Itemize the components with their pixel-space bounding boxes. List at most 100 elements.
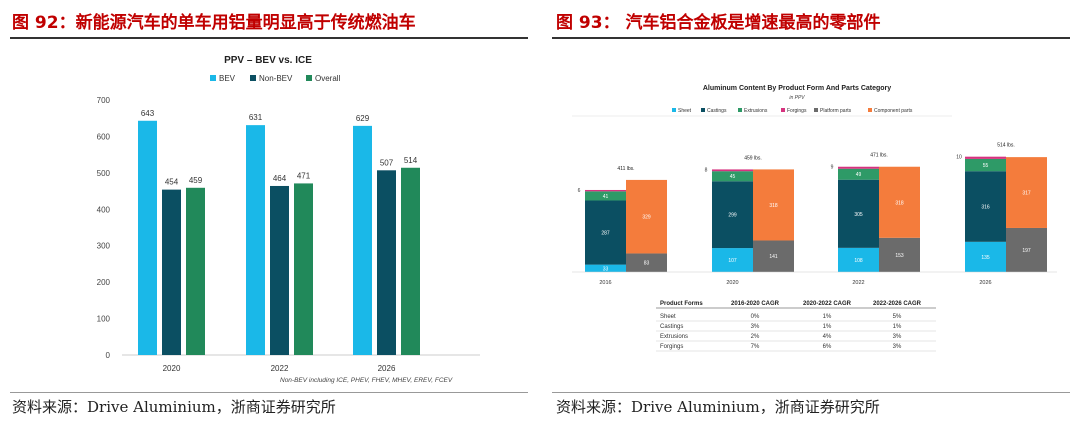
stack-component-parts-2020	[753, 169, 794, 241]
bar-value-label: 631	[249, 113, 263, 122]
bar-non-bev-2022	[270, 185, 289, 355]
legend-label: Sheet	[678, 108, 692, 114]
right-chart-bars: 33 287 41 6 83 329 411 lbs. 2016 107 299 45 8 141 318…	[572, 143, 1057, 286]
segment-value-label: 9	[831, 165, 834, 171]
right-chart-subtitle: in PPV	[789, 95, 805, 101]
table-cell: Forgings	[660, 344, 683, 350]
legend-label: Castings	[707, 108, 727, 114]
table-cell: 5%	[893, 314, 902, 320]
bar-bev-2022	[246, 125, 265, 355]
bar-bev-2026	[353, 125, 372, 355]
segment-value-label: 107	[728, 258, 737, 264]
table-cell: 3%	[893, 344, 902, 350]
bar-overall-2022	[294, 183, 313, 355]
segment-value-label: 153	[895, 253, 904, 259]
segment-value-label: 287	[601, 231, 610, 237]
stack-platform-parts-2020	[753, 240, 794, 272]
stack-castings-2022	[838, 179, 879, 248]
bar-non-bev-2026	[377, 170, 396, 355]
segment-value-label: 6	[578, 188, 581, 194]
stack-extrusions-2020	[712, 171, 753, 182]
table-cell: 1%	[823, 314, 832, 320]
legend-label: Non-BEV	[259, 74, 293, 83]
right-title-rule	[552, 37, 1070, 39]
bar-value-label: 507	[380, 158, 394, 167]
bar-non-bev-2020	[162, 189, 181, 355]
stack-forgings-2022	[838, 166, 879, 169]
table-cell: 1%	[893, 324, 902, 330]
stack-forgings-2016	[585, 189, 626, 192]
segment-value-label: 141	[769, 254, 778, 260]
table-cell: 1%	[823, 324, 832, 330]
y-tick-label: 100	[97, 315, 111, 324]
legend-swatch	[781, 108, 785, 112]
table-header-cell: 2016-2020 CAGR	[731, 301, 780, 307]
x-tick-label: 2022	[271, 364, 289, 373]
legend-label: Overall	[315, 74, 341, 83]
segment-value-label: 55	[983, 163, 989, 169]
x-tick-label: 2016	[599, 280, 611, 286]
bar-value-label: 454	[165, 178, 179, 187]
legend-label: BEV	[219, 74, 236, 83]
table-cell: Castings	[660, 324, 683, 330]
table-cell: 7%	[751, 344, 760, 350]
bar-value-label: 514	[404, 156, 418, 165]
y-tick-label: 400	[97, 205, 111, 214]
stack-sheet-2016	[585, 264, 626, 272]
stack-component-parts-2026	[1006, 157, 1047, 228]
table-header-cell: 2022-2026 CAGR	[873, 301, 922, 307]
table-cell: Sheet	[660, 314, 676, 320]
segment-value-label: 197	[1022, 248, 1031, 254]
x-tick-label: 2022	[852, 280, 864, 286]
segment-value-label: 83	[644, 261, 650, 267]
segment-value-label: 317	[1022, 191, 1031, 197]
stack-forgings-2026	[965, 156, 1006, 159]
left-chart-legend: BEV Non-BEV Overall	[210, 74, 341, 83]
table-cell: Extrusions	[660, 334, 688, 340]
stack-forgings-2020	[712, 169, 753, 172]
stack-extrusions-2016	[585, 191, 626, 201]
stack-platform-parts-2022	[879, 237, 920, 272]
right-panel-source: 资料来源：Drive Aluminium，浙商证券研究所	[556, 398, 880, 416]
segment-value-label: 41	[603, 194, 609, 200]
stack-extrusions-2022	[838, 168, 879, 180]
stack-platform-parts-2026	[1006, 227, 1047, 272]
bar-value-label: 471	[297, 171, 311, 180]
left-title-rule	[10, 37, 528, 39]
bar-value-label: 459	[189, 176, 203, 185]
table-cell: 0%	[751, 314, 760, 320]
segment-value-label: 45	[730, 174, 736, 180]
cagr-table: Product Forms 2016-2020 CAGR 2020-2022 CAG…	[656, 301, 936, 352]
table-cell: 3%	[751, 324, 760, 330]
segment-value-label: 49	[856, 172, 862, 178]
bar-overall-2026	[401, 167, 420, 355]
legend-swatch-overall	[306, 75, 312, 81]
legend-swatch	[672, 108, 676, 112]
stack-sheet-2020	[712, 248, 753, 272]
bar-overall-2020	[186, 187, 205, 355]
bar-value-label: 629	[356, 114, 370, 123]
left-panel-source: 资料来源：Drive Aluminium，浙商证券研究所	[12, 398, 336, 416]
segment-value-label: 299	[728, 213, 737, 219]
legend-swatch-non-bev	[250, 75, 256, 81]
table-cell: 6%	[823, 344, 832, 350]
legend-label: Component parts	[874, 108, 913, 114]
x-tick-label: 2020	[163, 364, 181, 373]
legend-label: Extrusions	[744, 108, 768, 114]
y-tick-label: 300	[97, 242, 111, 251]
stack-extrusions-2026	[965, 158, 1006, 172]
left-source-rule	[10, 392, 528, 393]
stack-component-parts-2016	[626, 179, 667, 254]
segment-value-label: 329	[642, 215, 651, 221]
table-cell: 2%	[751, 334, 760, 340]
stack-total-label: 471 lbs.	[870, 153, 888, 159]
stack-castings-2020	[712, 181, 753, 249]
left-chart-bars: 643 454 459 2020 631 464 471 2022 629 507 514 2026	[138, 109, 420, 373]
right-panel-title: 图 93： 汽车铝合金板是增速最高的零部件	[556, 13, 881, 33]
stack-castings-2016	[585, 200, 626, 265]
bar-bev-2020	[138, 120, 157, 355]
bar-value-label: 643	[141, 109, 155, 118]
y-tick-label: 0	[106, 351, 111, 360]
segment-value-label: 10	[956, 155, 962, 161]
stack-sheet-2022	[838, 247, 879, 272]
